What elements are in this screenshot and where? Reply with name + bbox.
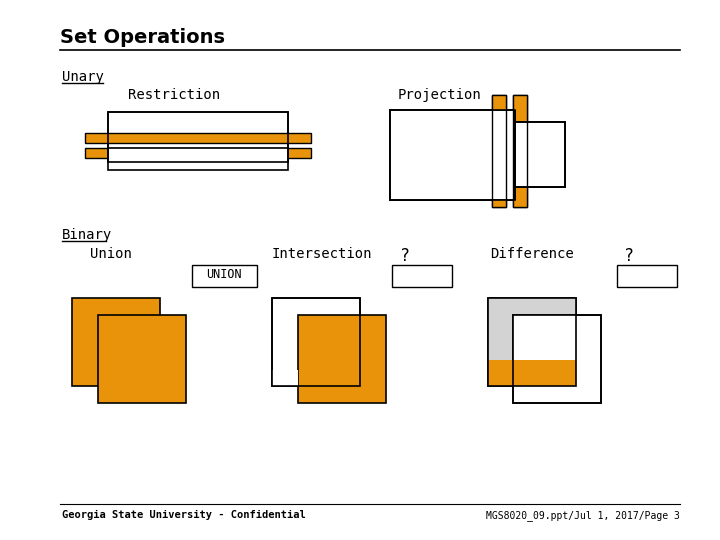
Bar — [488, 298, 576, 360]
Bar — [390, 110, 515, 200]
Bar — [513, 95, 527, 207]
Bar — [272, 298, 360, 386]
Bar — [513, 315, 601, 403]
Bar — [617, 265, 677, 287]
Bar — [515, 122, 565, 187]
Bar — [488, 360, 513, 386]
Bar — [85, 133, 311, 143]
Text: Restriction: Restriction — [128, 88, 220, 102]
Bar — [390, 110, 515, 200]
Bar — [515, 122, 565, 187]
Bar — [72, 298, 160, 386]
Bar — [272, 370, 298, 386]
Bar — [298, 315, 386, 403]
Bar — [192, 265, 257, 287]
Text: Unary: Unary — [62, 70, 104, 84]
Text: Intersection: Intersection — [272, 247, 372, 261]
Bar — [492, 200, 506, 207]
Text: ?: ? — [624, 247, 634, 265]
Text: UNION: UNION — [206, 268, 242, 281]
Text: Projection: Projection — [398, 88, 482, 102]
Text: Set Operations: Set Operations — [60, 28, 225, 47]
Bar — [390, 110, 515, 200]
Text: Union: Union — [90, 247, 132, 261]
Bar — [513, 95, 527, 110]
Bar — [513, 95, 527, 207]
Bar — [392, 265, 452, 287]
Bar — [390, 110, 515, 200]
Bar — [513, 95, 527, 207]
Text: Difference: Difference — [490, 247, 574, 261]
Text: ?: ? — [400, 247, 410, 265]
Bar — [513, 315, 576, 386]
Bar — [513, 200, 527, 207]
Bar — [488, 362, 576, 386]
Bar — [488, 298, 576, 386]
Bar — [108, 148, 288, 170]
Bar — [272, 298, 360, 386]
Bar — [492, 95, 506, 207]
Bar — [108, 112, 288, 162]
Text: Georgia State University - Confidential: Georgia State University - Confidential — [62, 510, 306, 520]
Bar — [488, 298, 576, 386]
Bar — [515, 122, 565, 187]
Bar — [488, 298, 576, 386]
Bar — [515, 122, 565, 187]
Text: MGS8020_09.ppt/Jul 1, 2017/Page 3: MGS8020_09.ppt/Jul 1, 2017/Page 3 — [486, 510, 680, 521]
Bar — [492, 95, 506, 207]
Bar — [513, 315, 601, 403]
Bar — [85, 148, 311, 158]
Bar — [492, 95, 506, 110]
Bar — [492, 95, 506, 207]
Bar — [98, 315, 186, 403]
Text: Binary: Binary — [62, 228, 112, 242]
Bar — [108, 112, 288, 162]
Bar — [488, 360, 576, 386]
